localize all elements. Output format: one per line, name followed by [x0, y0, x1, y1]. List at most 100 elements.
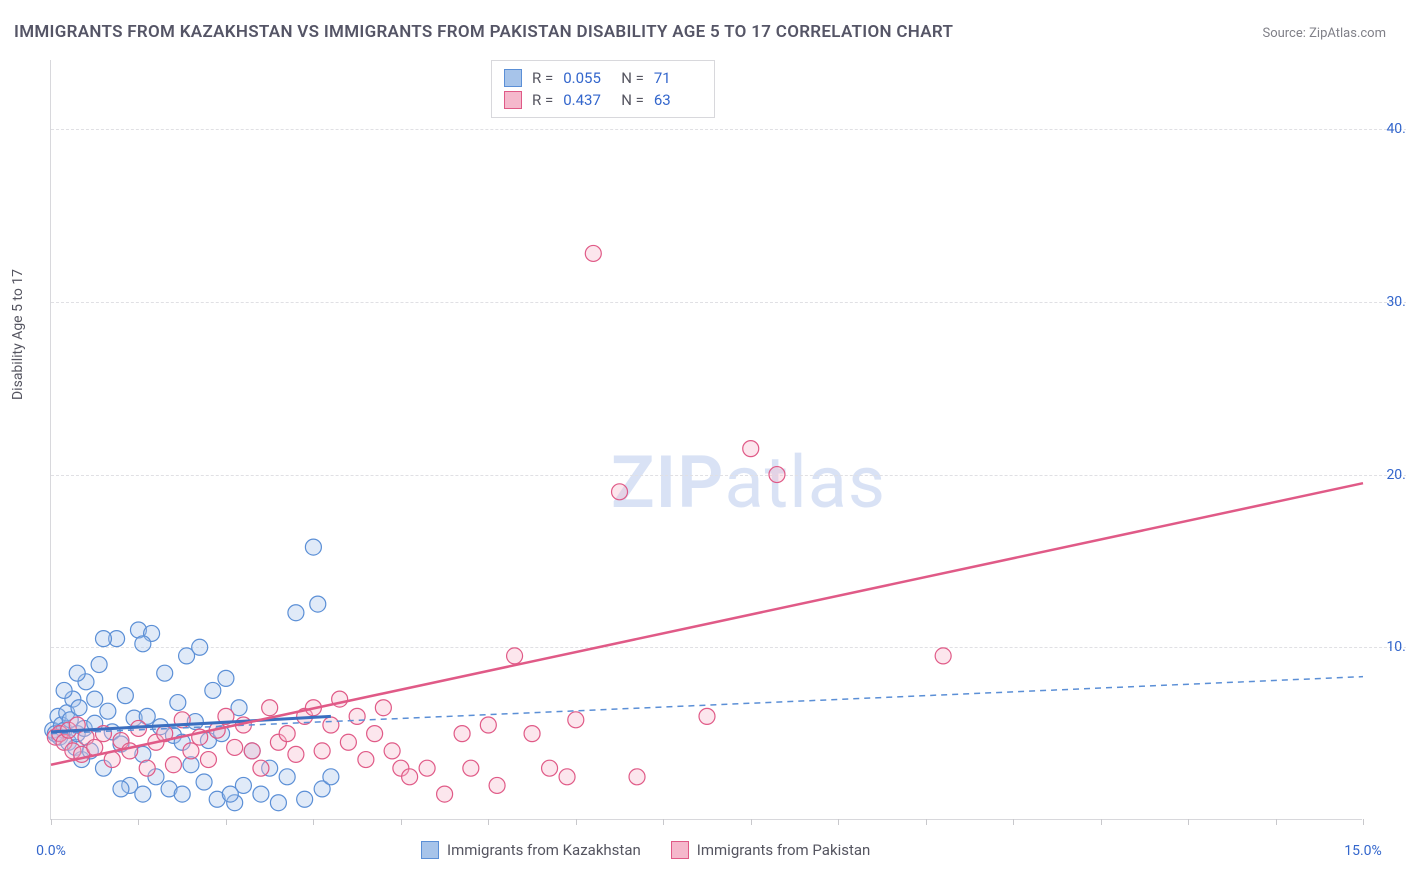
scatter-point [489, 777, 505, 793]
xtick-minor [1101, 819, 1102, 825]
scatter-point [612, 484, 628, 500]
scatter-point [122, 743, 138, 759]
legend-swatch [504, 91, 522, 109]
scatter-point [183, 743, 199, 759]
scatter-point [135, 786, 151, 802]
scatter-point [340, 734, 356, 750]
scatter-point [454, 726, 470, 742]
scatter-point [699, 708, 715, 724]
scatter-point [310, 596, 326, 612]
n-value: 63 [654, 89, 702, 111]
legend-label: Immigrants from Kazakhstan [447, 841, 641, 859]
scatter-point [87, 691, 103, 707]
legend-stat-row: R = 0.055 N = 71 [504, 67, 702, 89]
scatter-point [279, 769, 295, 785]
scatter-point [437, 786, 453, 802]
xtick [1363, 819, 1364, 825]
scatter-point [585, 245, 601, 261]
legend-stat-row: R = 0.437 N = 63 [504, 89, 702, 111]
scatter-point [743, 441, 759, 457]
scatter-point [507, 648, 523, 664]
scatter-point [402, 769, 418, 785]
scatter-point [935, 648, 951, 664]
xtick-label: 15.0% [1344, 843, 1382, 859]
scatter-point [769, 467, 785, 483]
xtick [926, 819, 927, 825]
scatter-point [95, 631, 111, 647]
xtick-minor [751, 819, 752, 825]
scatter-point [192, 639, 208, 655]
legend-swatch [421, 841, 439, 859]
scatter-point [205, 682, 221, 698]
scatter-point [71, 700, 87, 716]
scatter-point [227, 739, 243, 755]
source-attribution: Source: ZipAtlas.com [1262, 26, 1386, 41]
scatter-point [279, 726, 295, 742]
scatter-point [629, 769, 645, 785]
r-value: 0.437 [563, 89, 611, 111]
scatter-point [253, 786, 269, 802]
xtick-label: 0.0% [36, 843, 66, 859]
xtick-minor [313, 819, 314, 825]
xtick [51, 819, 52, 825]
n-label: N = [621, 67, 644, 89]
scatter-point [559, 769, 575, 785]
n-value: 71 [654, 67, 702, 89]
scatter-point [117, 688, 133, 704]
scatter-point [56, 682, 72, 698]
scatter-point [262, 700, 278, 716]
scatter-point [419, 760, 435, 776]
legend-label: Immigrants from Pakistan [697, 841, 871, 859]
scatter-point [568, 712, 584, 728]
scatter-point [113, 781, 129, 797]
scatter-point [349, 708, 365, 724]
ytick-label: 20.0% [1386, 467, 1406, 483]
scatter-point [200, 752, 216, 768]
scatter-point [69, 665, 85, 681]
xtick-minor [401, 819, 402, 825]
scatter-point [463, 760, 479, 776]
r-label: R = [532, 89, 553, 111]
scatter-point [218, 670, 234, 686]
scatter-point [297, 791, 313, 807]
xtick-minor [1188, 819, 1189, 825]
scatter-point [100, 703, 116, 719]
scatter-point [305, 539, 321, 555]
scatter-point [358, 752, 374, 768]
scatter-point [288, 605, 304, 621]
scatter-point [196, 774, 212, 790]
chart-svg [51, 60, 1362, 819]
scatter-point [288, 746, 304, 762]
xtick-minor [226, 819, 227, 825]
r-value: 0.055 [563, 67, 611, 89]
scatter-point [157, 665, 173, 681]
scatter-point [135, 636, 151, 652]
legend-stats: R = 0.055 N = 71 R = 0.437 N = 63 [491, 60, 715, 118]
scatter-point [165, 757, 181, 773]
xtick-minor [1276, 819, 1277, 825]
xtick-minor [576, 819, 577, 825]
scatter-point [222, 786, 238, 802]
chart-title: IMMIGRANTS FROM KAZAKHSTAN VS IMMIGRANTS… [14, 22, 953, 42]
xtick [488, 819, 489, 825]
y-axis-label: Disability Age 5 to 17 [10, 269, 26, 400]
scatter-point [480, 717, 496, 733]
scatter-point [253, 760, 269, 776]
xtick-minor [838, 819, 839, 825]
scatter-point [314, 743, 330, 759]
scatter-point [91, 657, 107, 673]
scatter-point [323, 769, 339, 785]
xtick-minor [663, 819, 664, 825]
legend-swatch [671, 841, 689, 859]
scatter-point [244, 743, 260, 759]
scatter-point [139, 760, 155, 776]
r-label: R = [532, 67, 553, 89]
plot-area: ZIPatlas 10.0%20.0%30.0%40.0% R =0.055N … [50, 60, 1362, 820]
scatter-point [270, 795, 286, 811]
legend-swatch [504, 69, 522, 87]
legend-item: Immigrants from Pakistan [671, 841, 871, 859]
ytick-label: 30.0% [1386, 294, 1406, 310]
scatter-point [170, 695, 186, 711]
n-label: N = [621, 89, 644, 111]
xtick-minor [138, 819, 139, 825]
